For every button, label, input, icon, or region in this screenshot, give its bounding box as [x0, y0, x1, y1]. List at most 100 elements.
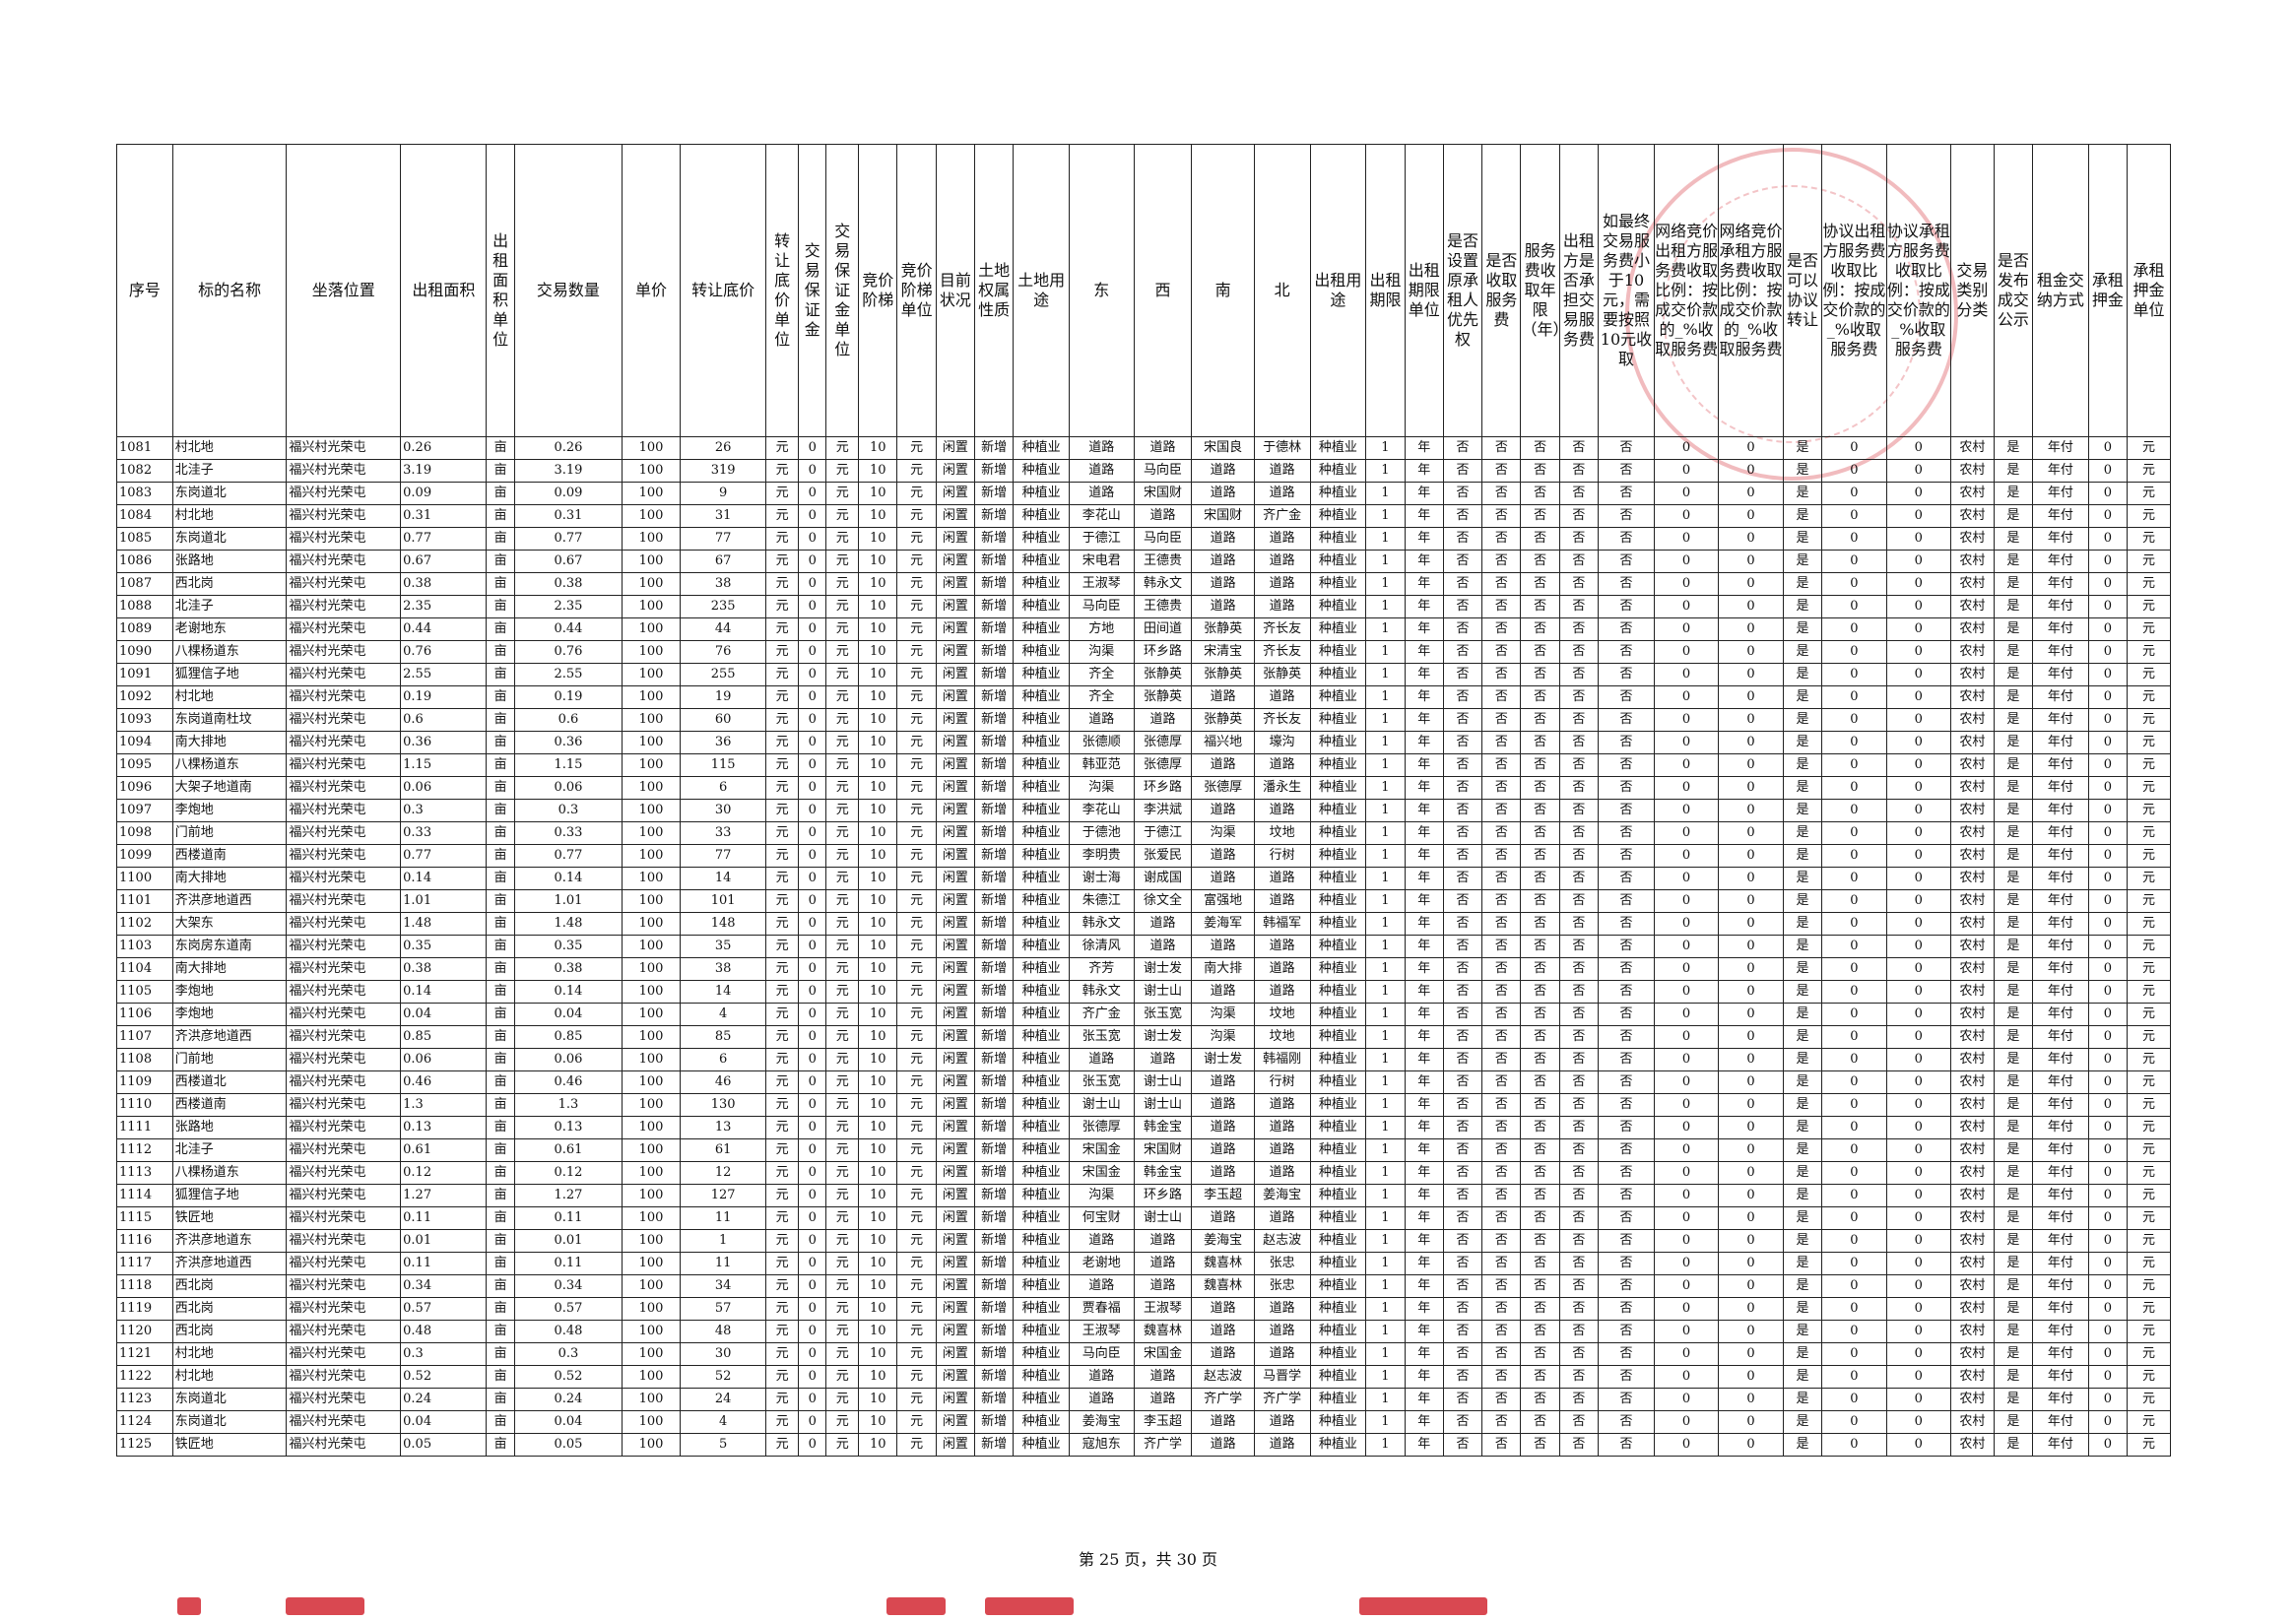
table-cell: 是	[1993, 1116, 2034, 1139]
table-cell: 0	[1653, 459, 1720, 483]
table-cell: 否	[1481, 1161, 1522, 1185]
table-cell: 新增	[974, 799, 1015, 822]
table-cell: 元	[825, 504, 860, 528]
table-cell: 新增	[974, 1138, 1015, 1162]
table-cell: 100	[622, 640, 681, 664]
table-cell: 年	[1404, 980, 1444, 1004]
table-cell: 0	[1885, 1274, 1952, 1298]
table-cell: 新增	[974, 1433, 1015, 1457]
table-cell: 否	[1598, 1161, 1655, 1185]
table-cell: 年付	[2032, 1342, 2089, 1366]
table-cell: 元	[765, 867, 800, 890]
table-cell: 是	[1782, 436, 1823, 460]
table-cell: 否	[1442, 935, 1483, 958]
table-cell: 0	[2087, 572, 2129, 596]
table-cell: 100	[622, 482, 681, 505]
table-cell: 农村	[1950, 1161, 1995, 1185]
table-cell: 0	[1718, 753, 1784, 777]
table-cell: 道路	[1191, 1138, 1255, 1162]
table-row: 1105 李炮地 福兴村光荣屯 0.14 亩 0.14 100 14 元 0 元 10 元闲置 新增 种植业…	[116, 980, 2171, 1004]
table-cell: 年	[1404, 1252, 1444, 1275]
table-cell: 新增	[974, 708, 1015, 732]
table-cell: 元	[825, 776, 860, 800]
table-cell: 西楼道北	[171, 1070, 288, 1094]
table-cell: 种植业	[1309, 1048, 1367, 1071]
table-cell: 八棵杨道东	[171, 640, 288, 664]
table-cell: 0	[1653, 1184, 1720, 1207]
table-cell: 0.06	[400, 776, 488, 800]
column-header: 出租期限单位	[1404, 144, 1444, 437]
table-cell: 新增	[974, 889, 1015, 913]
table-cell: 否	[1598, 640, 1655, 664]
table-cell: 张路地	[171, 1116, 288, 1139]
table-row: 1116 齐洪彦地道东 福兴村光荣屯 0.01 亩 0.01 100 1 元 0 元 10 元闲置 新增种…	[116, 1229, 2171, 1253]
table-cell: 西北岗	[171, 572, 288, 596]
table-cell: 元	[896, 1070, 937, 1094]
table-cell: 0	[1653, 550, 1720, 573]
table-cell: 王德贵	[1133, 595, 1193, 618]
table-cell: 元	[765, 572, 800, 596]
table-cell: 否	[1520, 572, 1560, 596]
table-cell: 否	[1520, 436, 1560, 460]
table-cell: 0	[1821, 1184, 1887, 1207]
table-cell: 否	[1481, 867, 1522, 890]
table-cell: 于德林	[1253, 436, 1311, 460]
table-cell: 闲置	[935, 1184, 976, 1207]
table-cell: 元	[2127, 1025, 2171, 1049]
table-cell: 100	[622, 1410, 681, 1434]
table-cell: 闲置	[935, 685, 976, 709]
table-cell: 元	[765, 1093, 800, 1117]
table-cell: 0	[1821, 980, 1887, 1004]
table-cell: 年付	[2032, 663, 2089, 686]
table-cell: 是	[1993, 1388, 2034, 1411]
table-cell: 否	[1598, 753, 1655, 777]
table-cell: 否	[1558, 889, 1600, 913]
table-cell: 0	[1653, 1410, 1720, 1434]
table-cell: 沟渠	[1069, 776, 1135, 800]
table-cell: 元	[896, 436, 937, 460]
table-cell: 元	[896, 1342, 937, 1366]
table-cell: 是	[1993, 663, 2034, 686]
table-cell: 元	[896, 935, 937, 958]
table-cell: 元	[896, 1025, 937, 1049]
table-cell: 道路	[1253, 482, 1311, 505]
table-cell: 年	[1404, 799, 1444, 822]
table-cell: 60	[679, 708, 767, 732]
table-cell: 种植业	[1013, 1116, 1071, 1139]
table-cell: 张路地	[171, 550, 288, 573]
table-cell: 否	[1598, 663, 1655, 686]
table-cell: 0.38	[513, 957, 623, 981]
table-cell: 0	[798, 1229, 827, 1253]
table-cell: 年付	[2032, 436, 2089, 460]
table-cell: 闲置	[935, 504, 976, 528]
table-cell: 福兴村光荣屯	[286, 1070, 402, 1094]
table-cell: 0	[798, 1342, 827, 1366]
table-cell: 76	[679, 640, 767, 664]
table-cell: 沟渠	[1191, 1003, 1255, 1026]
table-cell: 农村	[1950, 1206, 1995, 1230]
table-cell: 闲置	[935, 1297, 976, 1321]
table-cell: 福兴村光荣屯	[286, 527, 402, 551]
table-cell: 否	[1598, 980, 1655, 1004]
table-cell: 0.34	[513, 1274, 623, 1298]
table-cell: 0.12	[513, 1161, 623, 1185]
table-cell: 种植业	[1013, 685, 1071, 709]
table-cell: 0	[798, 1410, 827, 1434]
table-cell: 否	[1520, 1048, 1560, 1071]
table-cell: 否	[1598, 459, 1655, 483]
table-cell: 100	[622, 1161, 681, 1185]
table-cell: 元	[825, 663, 860, 686]
table-cell: 0	[1821, 753, 1887, 777]
table-cell: 否	[1442, 1274, 1483, 1298]
table-row: 1088 北洼子 福兴村光荣屯 2.35 亩 2.35 100 235 元 0 元 10 元闲置 新增 种植…	[116, 595, 2171, 618]
table-cell: 年付	[2032, 912, 2089, 936]
table-row: 1101 齐洪彦地道西 福兴村光荣屯 1.01 亩 1.01 100 101 元 0 元 10 元闲置新…	[116, 889, 2171, 913]
table-cell: 种植业	[1013, 1365, 1071, 1389]
table-cell: 1120	[116, 1320, 173, 1343]
table-cell: 0	[1885, 708, 1952, 732]
table-cell: 齐长友	[1253, 617, 1311, 641]
table-cell: 否	[1520, 640, 1560, 664]
table-cell: 亩	[486, 1252, 515, 1275]
table-cell: 闲置	[935, 1342, 976, 1366]
table-row: 1104 南大排地 福兴村光荣屯 0.38 亩 0.38 100 38 元 0 元 10 元闲置 新增 种植…	[116, 957, 2171, 981]
